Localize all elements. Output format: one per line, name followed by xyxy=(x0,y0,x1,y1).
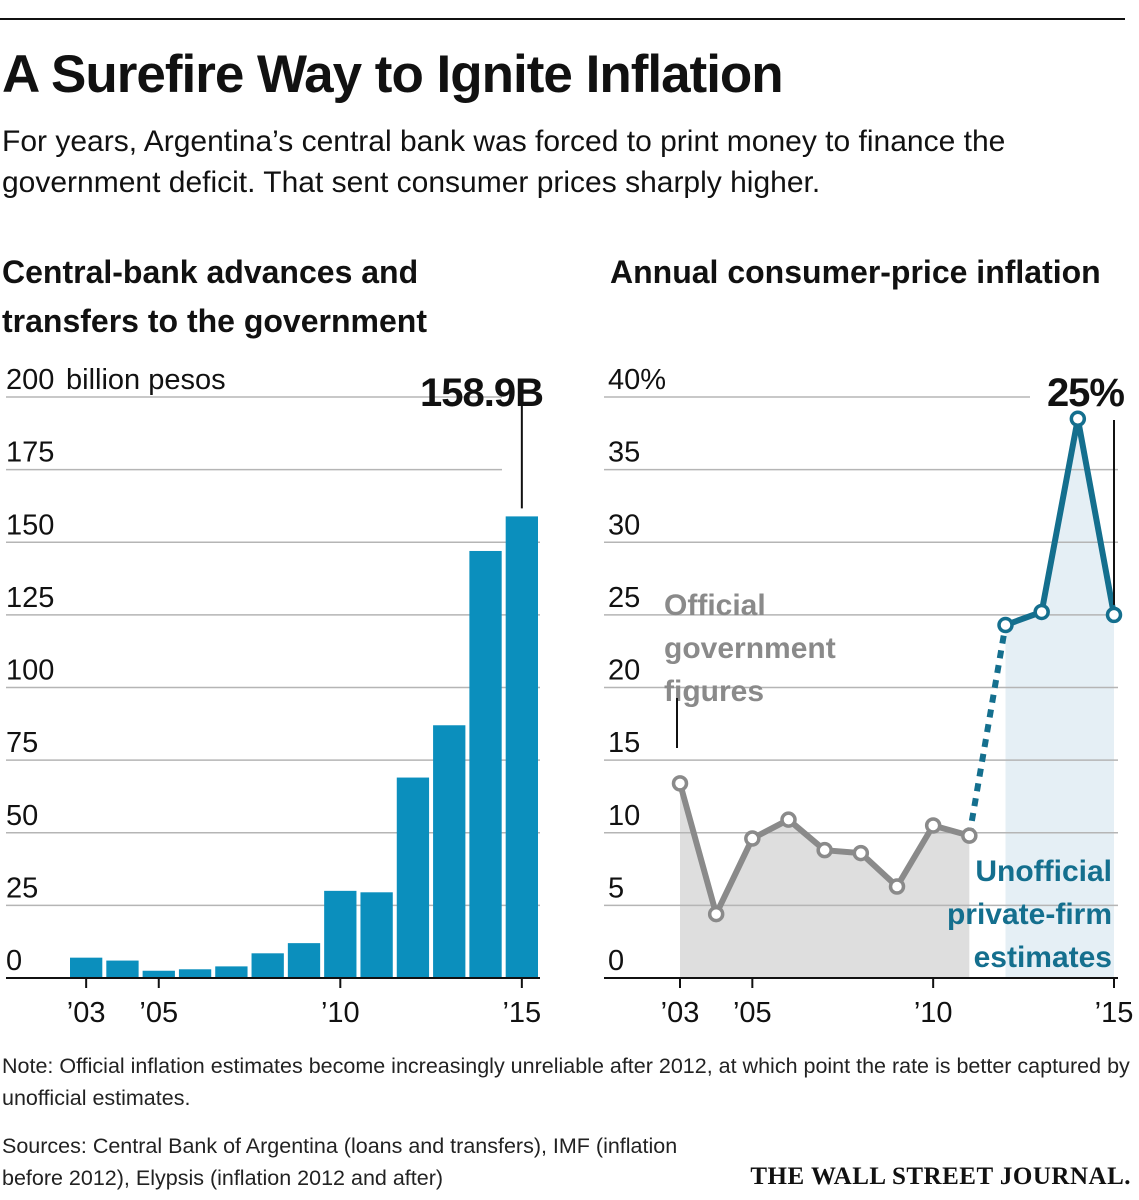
annotation-label: 25% xyxy=(1047,371,1124,415)
y-tick-label: 0 xyxy=(6,945,22,977)
unofficial-series-label: Unofficial xyxy=(975,855,1112,888)
bar xyxy=(70,957,103,978)
bar-chart-title: Central-bank advances and transfers to t… xyxy=(2,254,427,339)
x-tick-label: ’10 xyxy=(914,997,953,1029)
unofficial-point xyxy=(997,616,1014,634)
x-tick-label: ’15 xyxy=(1095,997,1134,1029)
official-series-label: figures xyxy=(664,675,764,708)
bar xyxy=(106,960,139,978)
y-tick-label: 100 xyxy=(6,655,54,687)
official-series-label: Official xyxy=(664,589,766,622)
y-tick-label: 175 xyxy=(6,437,54,469)
bar xyxy=(287,943,321,978)
x-tick-label: ’15 xyxy=(502,997,541,1029)
official-area xyxy=(680,783,970,978)
y-tick-label: 30 xyxy=(608,509,640,541)
bar xyxy=(251,953,284,978)
official-point xyxy=(852,844,870,862)
official-point xyxy=(744,830,761,847)
bar xyxy=(324,890,357,978)
x-tick-label: ’05 xyxy=(733,997,772,1029)
bar-chart: 0 25 50 75 100 125 150 175 200 billion pesos ’03 ’0… xyxy=(6,364,544,1029)
wsj-logo: THE WALL STREET JOURNAL. xyxy=(750,1163,1131,1190)
x-tick-label: ’10 xyxy=(321,997,360,1029)
unofficial-series-label: estimates xyxy=(974,941,1112,974)
bar xyxy=(396,777,430,978)
line-chart: 0 5 10 15 20 25 30 35 40% ’03 ’05 ’10 ’15 Official gov… xyxy=(604,364,1134,1029)
official-point xyxy=(924,817,942,834)
unofficial-area xyxy=(1005,418,1114,979)
bar xyxy=(505,516,538,978)
unofficial-series-label: private-firm xyxy=(947,898,1112,931)
transition-dashed-line xyxy=(966,624,1009,837)
top-rule xyxy=(0,18,1125,20)
line-chart-title: Annual consumer-price inflation xyxy=(610,254,1101,290)
y-tick-label: 10 xyxy=(608,800,640,832)
y-tick-label: 0 xyxy=(608,945,624,977)
y-tick-label: 5 xyxy=(608,872,624,904)
sources: Sources: Central Bank of Argentina (loan… xyxy=(2,1134,678,1190)
official-point xyxy=(961,827,978,844)
official-point xyxy=(816,841,833,859)
y-tick-label: 200 xyxy=(6,364,54,396)
official-series-label: government xyxy=(664,632,836,665)
y-tick-label: 75 xyxy=(6,727,38,759)
unofficial-point xyxy=(1105,606,1123,624)
y-tick-label: 15 xyxy=(608,727,640,759)
annotation-label: 158.9B xyxy=(420,371,543,415)
official-point xyxy=(707,905,725,923)
bar xyxy=(433,725,466,978)
x-tick-label: ’03 xyxy=(661,997,700,1029)
unofficial-point xyxy=(1069,410,1087,428)
bar xyxy=(142,970,175,978)
y-tick-label: 25 xyxy=(6,872,38,904)
headline: A Surefire Way to Ignite Inflation xyxy=(2,45,784,104)
y-tick-label: 25 xyxy=(608,582,640,614)
y-tick-label: 20 xyxy=(608,655,640,687)
y-axis-unit-label: billion pesos xyxy=(66,364,226,396)
bar xyxy=(178,969,212,978)
unofficial-line xyxy=(1004,415,1117,628)
y-tick-label: 40% xyxy=(608,364,666,396)
x-tick-label: ’05 xyxy=(139,997,178,1029)
x-tick-label: ’03 xyxy=(67,997,106,1029)
y-tick-label: 150 xyxy=(6,509,54,541)
y-tick-label: 35 xyxy=(608,437,640,469)
official-point xyxy=(671,775,689,792)
y-tick-label: 125 xyxy=(6,582,54,614)
bar xyxy=(360,892,393,978)
official-point xyxy=(780,811,797,828)
dek: For years, Argentina’s central bank was … xyxy=(2,125,1006,199)
bar xyxy=(215,966,248,978)
bar xyxy=(469,550,502,978)
y-tick-label: 50 xyxy=(6,800,38,832)
unofficial-point xyxy=(1033,603,1050,621)
official-point xyxy=(888,878,906,895)
note: Note: Official inflation estimates becom… xyxy=(2,1054,1130,1110)
